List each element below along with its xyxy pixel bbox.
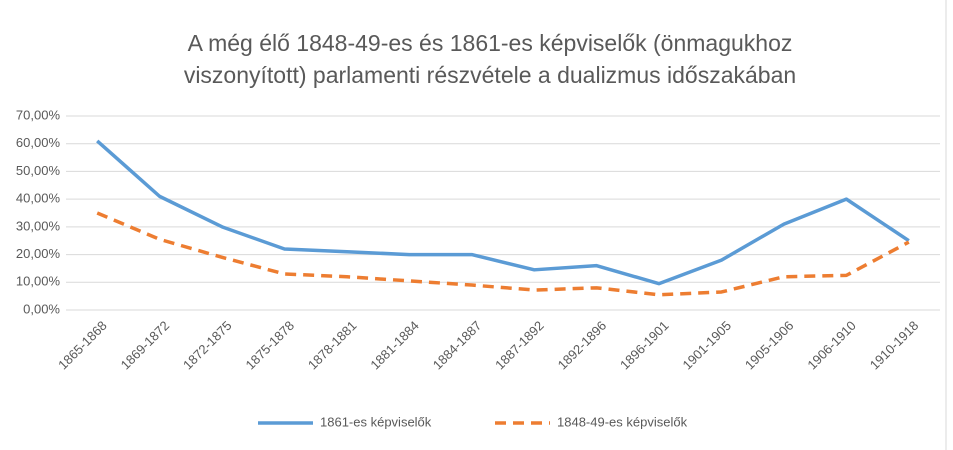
x-tick-label: 1905-1906	[742, 318, 797, 373]
legend-label: 1848-49-es képviselők	[557, 414, 688, 429]
y-tick-label: 30,00%	[16, 218, 61, 233]
x-tick-label: 1887-1892	[492, 318, 547, 373]
x-tick-label: 1869-1872	[118, 318, 173, 373]
y-tick-label: 40,00%	[16, 191, 61, 206]
x-tick-label: 1878-1881	[305, 318, 360, 373]
y-tick-label: 50,00%	[16, 163, 61, 178]
x-tick-label: 1901-1905	[679, 318, 734, 373]
y-tick-label: 10,00%	[16, 274, 61, 289]
chart-title: A még élő 1848-49-es és 1861-es képvisel…	[188, 30, 793, 56]
x-tick-label: 1884-1887	[430, 318, 485, 373]
series-line	[96, 139, 910, 286]
y-tick-label: 0,00%	[23, 301, 60, 316]
x-tick-label: 1875-1878	[242, 318, 297, 373]
x-tick-label: 1881-1884	[367, 318, 422, 373]
y-tick-label: 20,00%	[16, 246, 61, 261]
x-tick-label: 1892-1896	[555, 318, 610, 373]
chart-title: viszonyított) parlamenti részvétele a du…	[184, 62, 796, 88]
series-line	[96, 211, 910, 297]
legend-label: 1861-es képviselők	[320, 414, 432, 429]
x-tick-label: 1910-1918	[867, 318, 922, 373]
x-tick-label: 1872-1875	[180, 318, 235, 373]
y-tick-label: 70,00%	[16, 107, 61, 122]
x-tick-label: 1865-1868	[55, 318, 110, 373]
x-tick-label: 1896-1901	[617, 318, 672, 373]
y-tick-label: 60,00%	[16, 135, 61, 150]
x-tick-label: 1906-1910	[804, 318, 859, 373]
